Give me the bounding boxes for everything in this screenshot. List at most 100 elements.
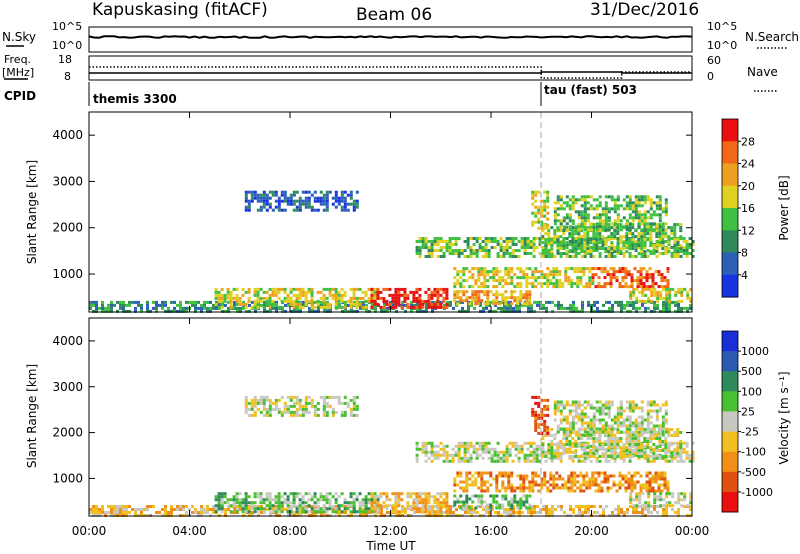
power-cell <box>589 226 593 230</box>
velocity-cell <box>397 492 401 496</box>
power-cell <box>665 287 669 291</box>
velocity-cell <box>349 398 353 402</box>
velocity-cell <box>601 403 605 407</box>
velocity-cell <box>498 506 502 510</box>
velocity-cell <box>556 427 560 431</box>
power-cell <box>544 250 548 254</box>
power-cell <box>89 303 92 307</box>
velocity-cell <box>113 511 116 514</box>
power-cell <box>445 243 449 246</box>
power-cell <box>379 290 383 294</box>
velocity-cell <box>637 437 641 440</box>
power-cell <box>277 287 281 291</box>
velocity-cell <box>119 508 122 511</box>
velocity-cell <box>583 434 587 437</box>
velocity-cell <box>334 492 338 496</box>
velocity-cell <box>664 456 668 460</box>
power-cell <box>436 293 440 297</box>
velocity-cell <box>468 477 472 481</box>
power-cell <box>541 237 545 240</box>
velocity-cell <box>385 495 389 499</box>
power-cell <box>564 279 568 283</box>
power-cell <box>625 228 629 232</box>
velocity-cell <box>616 446 620 449</box>
power-cell <box>352 202 356 206</box>
velocity-cell <box>370 510 374 514</box>
velocity-cell <box>415 441 419 445</box>
velocity-cell <box>532 450 536 454</box>
power-cell <box>509 303 512 307</box>
power-cell <box>619 241 623 245</box>
velocity-cell <box>433 498 437 502</box>
power-cell <box>413 303 416 307</box>
velocity-cell <box>661 443 665 446</box>
velocity-cell <box>625 430 629 434</box>
power-cell <box>403 296 407 300</box>
velocity-cell <box>541 450 545 454</box>
power-cell <box>614 300 617 304</box>
velocity-cell <box>286 501 290 505</box>
velocity-cell <box>122 508 125 511</box>
power-cell <box>598 195 602 199</box>
power-cell <box>445 302 449 306</box>
velocity-cell <box>349 413 353 417</box>
power-cell <box>122 309 125 313</box>
power-cell <box>415 296 419 300</box>
velocity-cell <box>582 483 586 487</box>
velocity-cell <box>307 395 311 399</box>
velocity-cell <box>618 486 622 490</box>
power-cell <box>571 255 575 258</box>
velocity-cell <box>271 407 275 411</box>
velocity-cell <box>271 510 275 514</box>
velocity-cell <box>250 398 254 402</box>
velocity-cell <box>616 415 620 419</box>
velocity-cell <box>619 400 623 404</box>
power-cell <box>229 293 233 297</box>
velocity-cell <box>430 495 434 499</box>
power-cell <box>546 273 550 277</box>
velocity-cell <box>615 483 619 487</box>
velocity-cell <box>522 480 526 484</box>
power-cell <box>552 267 556 271</box>
power-cell <box>247 202 251 206</box>
power-cell <box>564 267 568 271</box>
power-cell <box>418 287 422 291</box>
velocity-cell <box>580 415 584 419</box>
velocity-cell <box>262 395 266 399</box>
velocity-cell <box>259 401 263 405</box>
power-cell <box>583 198 587 202</box>
velocity-cell <box>559 459 563 463</box>
velocity-cell <box>460 441 464 445</box>
power-cell <box>505 243 509 246</box>
velocity-cell <box>628 440 632 443</box>
velocity-cell <box>613 437 617 440</box>
power-cell <box>670 255 674 258</box>
velocity-cell <box>644 504 648 508</box>
velocity-cell <box>634 427 638 431</box>
velocity-cell <box>292 395 296 399</box>
velocity-cell <box>667 459 671 463</box>
velocity-cell <box>643 450 647 454</box>
power-cell <box>244 205 248 209</box>
velocity-cell <box>645 483 649 487</box>
velocity-cell <box>268 410 272 414</box>
power-cell <box>673 252 677 255</box>
power-cell <box>643 195 647 199</box>
power-cell <box>540 211 544 215</box>
velocity-cell <box>487 447 491 451</box>
power-cell <box>275 306 278 310</box>
velocity-cell <box>664 412 668 416</box>
power-cell <box>349 299 353 303</box>
power-cell <box>495 293 499 297</box>
velocity-cell <box>601 427 605 431</box>
velocity-cell <box>676 455 680 458</box>
velocity-cell <box>635 492 639 496</box>
velocity-cell <box>594 477 598 481</box>
velocity-cell <box>613 449 617 452</box>
power-cell <box>571 201 575 205</box>
power-cell <box>227 306 230 310</box>
power-cell <box>325 199 329 203</box>
power-cell <box>508 246 512 249</box>
velocity-cell <box>453 494 457 498</box>
velocity-cell <box>433 456 437 460</box>
